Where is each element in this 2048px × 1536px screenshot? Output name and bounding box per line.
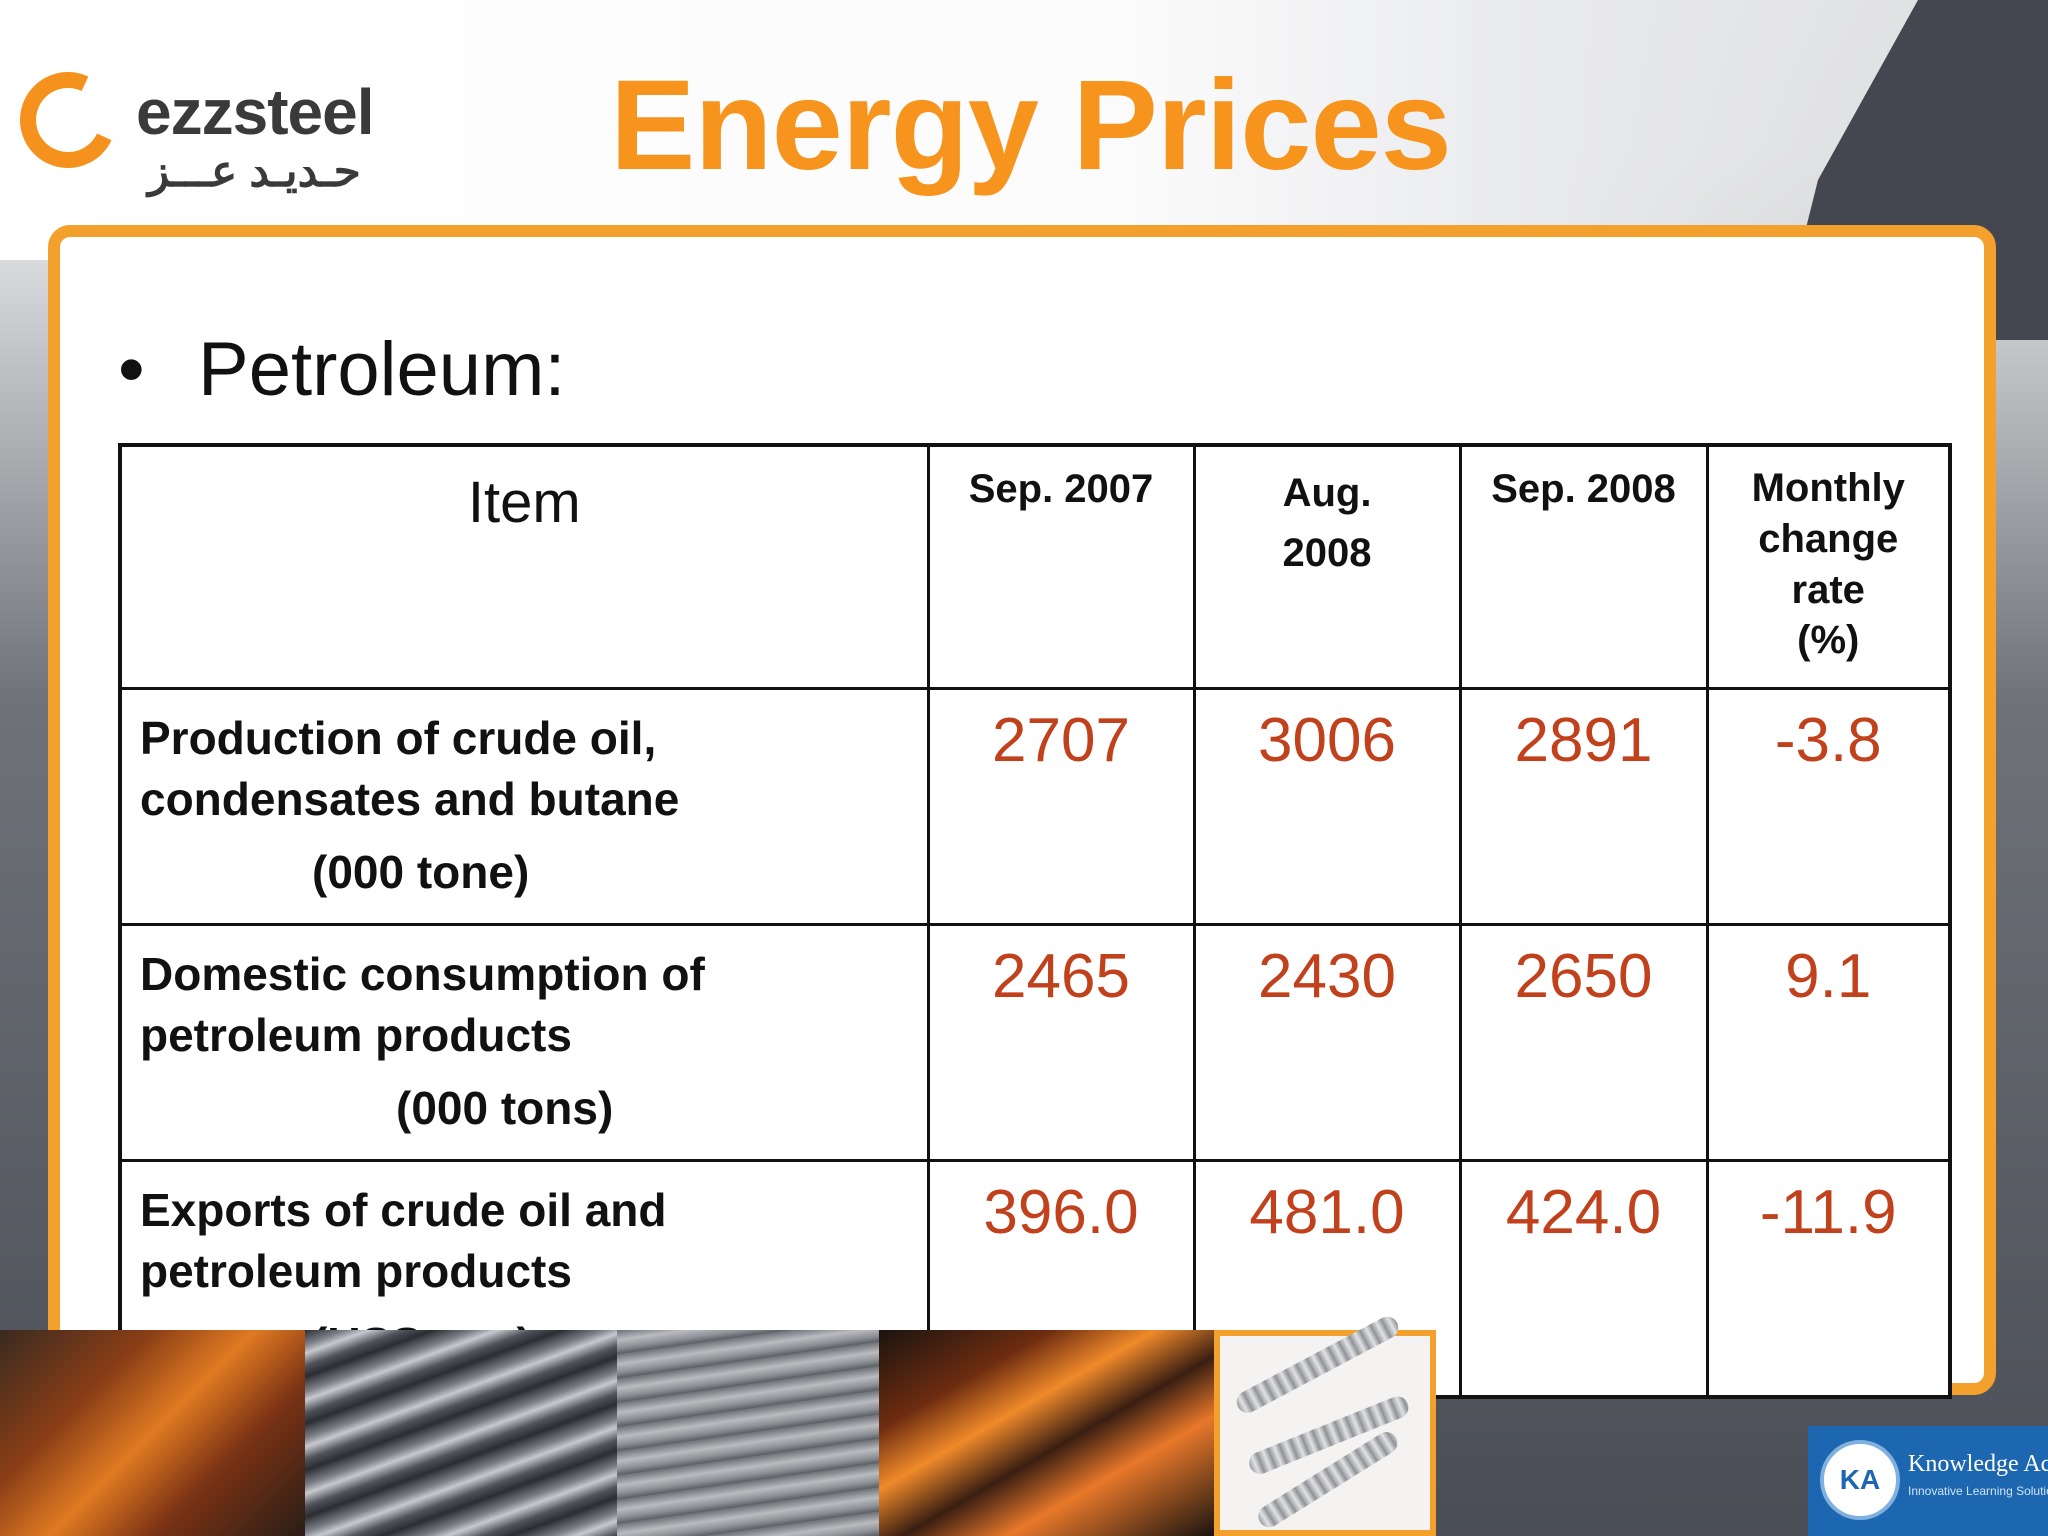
row-value-sep-2008: 2891 — [1458, 687, 1709, 926]
table-row: Production of crude oil, condensates and… — [118, 687, 1952, 926]
rebar-bundle-photo — [305, 1330, 617, 1536]
header-sep-2008-label: Sep. 2008 — [1491, 467, 1676, 511]
row-value-aug-2008: 2430 — [1192, 923, 1462, 1162]
row-item-unit: (000 tons) — [396, 1082, 614, 1135]
row-item-line1: Exports of crude oil and — [140, 1184, 667, 1236]
row-item-line2: condensates and butane — [140, 773, 680, 826]
logo-ring-icon — [6, 58, 130, 182]
row-value-sep-2008: 2650 — [1458, 923, 1709, 1162]
ka-logo-icon: KA — [1820, 1440, 1900, 1520]
petroleum-table: Item Sep. 2007 Aug. 2008 Sep. 2008 Month… — [118, 443, 1952, 1399]
row-value-change: -11.9 — [1705, 1159, 1952, 1399]
knowledge-academy-badge: KA Knowledge Academy Innovative Learning… — [1808, 1426, 2048, 1536]
header-change-line3: rate — [1791, 567, 1865, 612]
steel-cutting-photo — [0, 1330, 305, 1536]
row-item-line1: Production of crude oil, — [140, 712, 657, 764]
row-value-sep-2007: 2707 — [926, 687, 1196, 926]
row-item: Domestic consumption of petroleum produc… — [118, 923, 930, 1162]
table-header-row: Item Sep. 2007 Aug. 2008 Sep. 2008 Month… — [118, 443, 1952, 690]
row-item: Production of crude oil, condensates and… — [118, 687, 930, 926]
row-item-line2: petroleum products — [140, 1245, 572, 1298]
header-sep-2008: Sep. 2008 — [1458, 443, 1709, 690]
row-value-change: -3.8 — [1705, 687, 1952, 926]
header-change-line4: (%) — [1797, 618, 1860, 663]
header-background — [0, 0, 2048, 260]
ezzsteel-logo: ezzsteel حـديـد عـــز — [6, 58, 408, 202]
row-value-sep-2008: 424.0 — [1458, 1159, 1709, 1399]
header-change-rate: Monthly change rate (%) — [1705, 443, 1952, 690]
row-value-change: 9.1 — [1705, 923, 1952, 1162]
rebar-closeup-photo — [1214, 1312, 1436, 1536]
bullet-heading: • Petroleum: — [118, 332, 566, 408]
header-aug-2008-line2: 2008 — [1282, 531, 1372, 575]
row-value-aug-2008: 3006 — [1192, 687, 1462, 926]
header-sep-2007-label: Sep. 2007 — [968, 467, 1154, 511]
header-item: Item — [118, 443, 930, 690]
steel-sheets-photo — [617, 1330, 879, 1536]
row-item-unit: (000 tone) — [312, 846, 530, 899]
header-change-line2: change — [1758, 516, 1899, 561]
logo-name: ezzsteel — [136, 76, 374, 148]
bullet-text: Petroleum: — [198, 327, 566, 412]
slide-title: Energy Prices — [610, 54, 1452, 197]
hot-steel-photo — [879, 1330, 1214, 1536]
row-value-sep-2007: 2465 — [926, 923, 1196, 1162]
row-item-line1: Domestic consumption of — [140, 948, 705, 1000]
row-item-line2: petroleum products — [140, 1009, 572, 1062]
header-aug-2008-line1: Aug. — [1282, 471, 1372, 515]
header-sep-2007: Sep. 2007 — [926, 443, 1196, 690]
header-aug-2008: Aug. 2008 — [1192, 443, 1462, 690]
ka-tagline: Innovative Learning Solutions — [1908, 1484, 2048, 1498]
table-row: Domestic consumption of petroleum produc… — [118, 923, 1952, 1162]
header-change-line1: Monthly — [1751, 466, 1905, 510]
bullet-dot-icon: • — [118, 327, 145, 412]
logo-arabic: حـديـد عـــز — [148, 147, 361, 196]
ka-name: Knowledge Academy — [1908, 1452, 2048, 1476]
